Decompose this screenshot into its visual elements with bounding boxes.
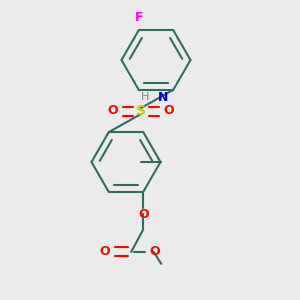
Text: N: N [158, 91, 168, 104]
Text: F: F [134, 11, 143, 24]
Text: S: S [136, 104, 146, 118]
Text: O: O [108, 104, 119, 118]
Text: O: O [138, 208, 148, 221]
Text: O: O [149, 245, 160, 258]
Text: H: H [141, 92, 150, 102]
Text: O: O [164, 104, 174, 118]
Text: O: O [100, 245, 110, 258]
